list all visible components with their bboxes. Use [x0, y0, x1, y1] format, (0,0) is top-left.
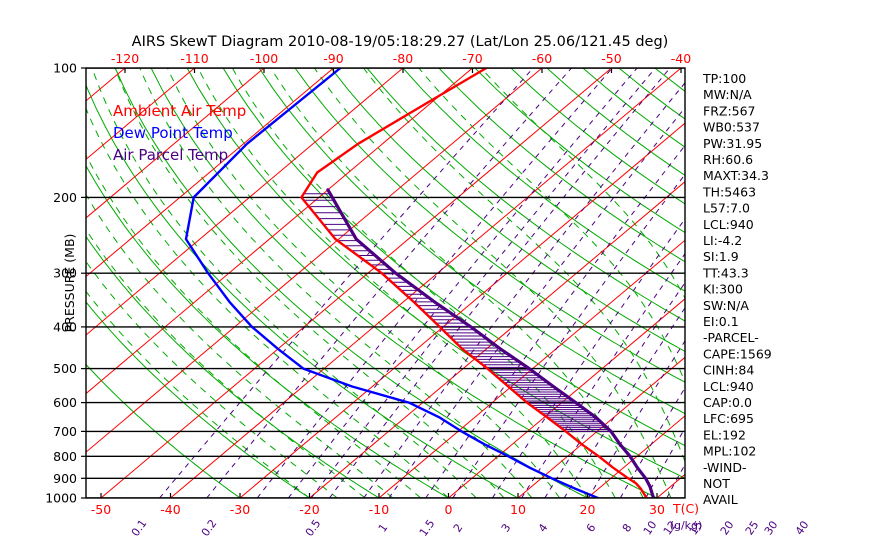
parameter-item: LFC:695: [703, 411, 754, 426]
parameter-item: CAPE:1569: [703, 346, 772, 361]
legend-item-1: Dew Point Temp: [113, 124, 233, 142]
cape-hatch-group: [303, 193, 611, 432]
parameter-item: NOT: [703, 476, 730, 491]
top-tick-label: -50: [601, 51, 621, 66]
y-tick-label: 100: [53, 61, 77, 76]
y-tick-label: 800: [53, 449, 77, 464]
top-tick-label: -120: [111, 51, 139, 66]
y-tick-label: 300: [53, 266, 77, 281]
top-tick-label: -100: [250, 51, 278, 66]
y-axis-label: PRESSURE (MB): [62, 234, 77, 333]
bottom-tick-label: -50: [91, 502, 111, 517]
y-tick-label: 500: [53, 361, 77, 376]
y-tick-label: 200: [53, 190, 77, 205]
parameter-item: RH:60.6: [703, 152, 753, 167]
plot-frame: [85, 67, 686, 499]
axis-ticks-group: [81, 67, 682, 499]
parameter-item: CINH:84: [703, 363, 754, 378]
parameter-item: SI:1.9: [703, 249, 739, 264]
parameter-item: -WIND-: [703, 460, 747, 475]
parameter-item: MPL:102: [703, 444, 756, 459]
bottom-tick-label: 10: [510, 502, 526, 517]
y-tick-label: 700: [53, 424, 77, 439]
mixing-ratio-axis-label: (g/kg): [670, 519, 703, 532]
x-axis-label: T(C): [672, 501, 699, 516]
legend: Ambient Air Temp Dew Point Temp Air Parcel…: [113, 102, 246, 164]
sounding-curves-group: [184, 68, 656, 498]
y-tick-label: 400: [53, 319, 77, 334]
top-tick-label: -60: [532, 51, 552, 66]
parameter-item: CAP:0.0: [703, 395, 752, 410]
top-tick-label: -40: [671, 51, 691, 66]
bottom-tick-label: -30: [230, 502, 250, 517]
legend-item-0: Ambient Air Temp: [113, 102, 246, 120]
parameter-item: WB0:537: [703, 120, 760, 135]
parameter-item: PW:31.95: [703, 136, 762, 151]
top-tick-label: -70: [462, 51, 482, 66]
parameter-item: MW:N/A: [703, 87, 752, 102]
parameter-item: TP:100: [702, 71, 746, 86]
mixing-ratio-lines-group: [159, 68, 685, 498]
legend-item-2: Air Parcel Temp: [113, 146, 228, 164]
bottom-tick-label: -20: [299, 502, 319, 517]
bottom-tick-label: -10: [369, 502, 389, 517]
bottom-tick-label: 20: [580, 502, 596, 517]
parameter-item: KI:300: [703, 282, 743, 297]
parameter-item: TT:43.3: [702, 265, 749, 280]
top-tick-label: -110: [180, 51, 208, 66]
bottom-tick-label: 30: [649, 502, 665, 517]
parameter-item: L57:7.0: [703, 201, 750, 216]
y-tick-label: 600: [53, 395, 77, 410]
parameter-item: LCL:940: [703, 379, 754, 394]
isotherms-group: [86, 68, 685, 498]
parameter-item: LCL:940: [703, 217, 754, 232]
y-tick-label: 900: [53, 471, 77, 486]
bottom-tick-label: -40: [160, 502, 180, 517]
top-tick-label: -90: [323, 51, 343, 66]
page-title: AIRS SkewT Diagram 2010-08-19/05:18:29.2…: [132, 34, 669, 50]
plot-interior: [86, 68, 685, 498]
y-tick-label: 1000: [45, 491, 77, 506]
parameter-item: SW:N/A: [703, 298, 749, 313]
parameter-item: -PARCEL-: [703, 330, 759, 345]
parameter-item: LI:-4.2: [703, 233, 742, 248]
bottom-tick-label: 0: [445, 502, 453, 517]
parameter-item: TH:5463: [702, 184, 756, 199]
parameter-item: EI:0.1: [703, 314, 739, 329]
top-tick-label: -80: [393, 51, 413, 66]
parameter-item: EL:192: [703, 427, 746, 442]
parameter-item: FRZ:567: [703, 103, 756, 118]
isobars-group: [86, 68, 685, 498]
parameter-item: MAXT:34.3: [703, 168, 769, 183]
parameter-item: AVAIL: [703, 492, 738, 507]
